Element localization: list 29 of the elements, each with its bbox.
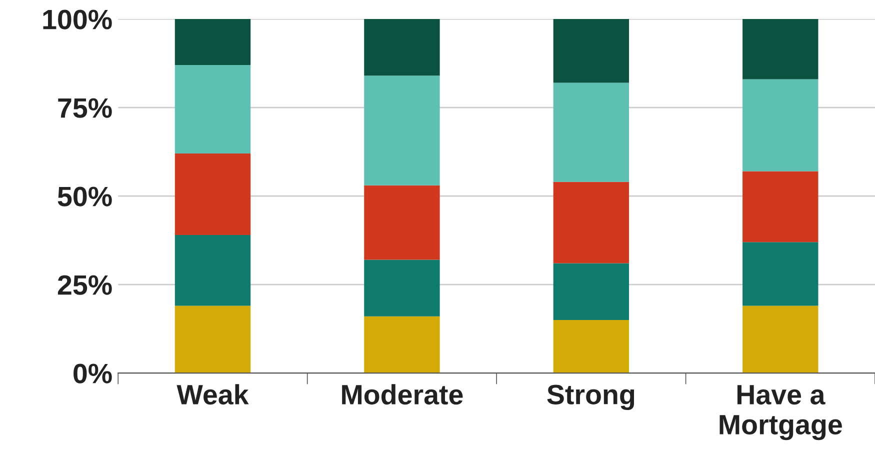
y-tick-label: 100% bbox=[43, 10, 112, 30]
bar bbox=[364, 76, 440, 186]
bar bbox=[174, 19, 251, 66]
x-tick-label: Moderate bbox=[342, 384, 463, 405]
bar bbox=[174, 65, 251, 154]
bar bbox=[364, 260, 440, 316]
x-tick-label: Strong bbox=[547, 384, 634, 410]
bar bbox=[553, 263, 630, 320]
bar bbox=[553, 82, 630, 182]
y-tick-label: 25% bbox=[58, 275, 112, 295]
y-tick-label: 75% bbox=[58, 98, 112, 118]
bar bbox=[174, 234, 251, 306]
bar bbox=[174, 306, 251, 374]
bar bbox=[742, 306, 818, 374]
bar bbox=[553, 320, 630, 374]
y-tick-label: 0% bbox=[74, 364, 112, 384]
bar bbox=[364, 316, 440, 374]
bar bbox=[553, 182, 630, 264]
bar bbox=[364, 19, 440, 76]
bar bbox=[364, 185, 440, 260]
bar bbox=[742, 242, 818, 306]
bar bbox=[742, 19, 818, 80]
bar bbox=[174, 154, 251, 235]
bar bbox=[553, 19, 630, 83]
y-tick-label: 50% bbox=[58, 186, 112, 206]
x-tick-label: Weak bbox=[176, 384, 249, 405]
bar bbox=[742, 171, 818, 242]
x-tick-label: Have a Mortgage bbox=[720, 385, 842, 440]
bar bbox=[742, 79, 818, 172]
